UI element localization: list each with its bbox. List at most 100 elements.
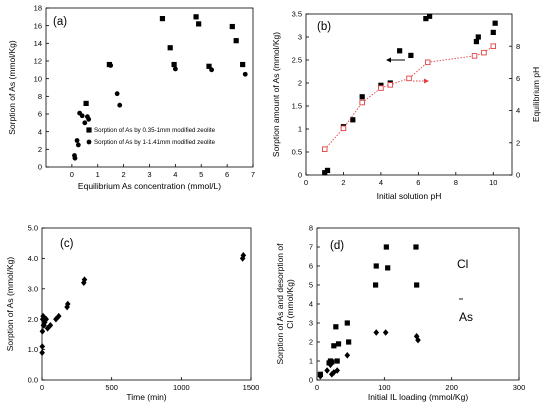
data-point [329,371,335,378]
data-point [406,75,412,82]
data-point [75,142,81,148]
panel-label: (b) [317,21,331,33]
data-point [322,170,328,176]
data-point [334,367,340,374]
data-point [233,38,239,44]
data-point [206,63,212,69]
data-point [490,43,497,49]
y-tick-label: 7 [309,243,313,252]
data-point [167,45,173,51]
data-point [378,82,384,88]
y-tick-label: 4 [38,127,42,136]
y-tick-label: 0 [38,163,42,172]
legend-label: Sorption of As by 1-1.41mm modified zeol… [94,139,216,146]
y-tick-label: 6 [38,110,42,119]
data-point [82,120,88,126]
y-right-tick-label: 0 [516,171,520,180]
data-point [64,303,70,311]
y-axis-label: Sorption of As and desorption ofCl (mmol… [275,243,295,365]
y-tick-label: 1 [309,357,313,366]
x-tick-label: 5 [199,170,203,179]
series-1 [83,14,246,106]
data-point [86,116,92,122]
data-point [346,339,352,345]
series-line [324,45,494,150]
y-right-tick-label: 2 [516,138,520,147]
data-point [378,85,384,91]
panel-label: (c) [60,238,74,250]
x-axis-label: Equilibrium As concentration (mmol/L) [78,181,221,191]
x-tick-label: 10 [489,178,497,187]
data-point [240,61,246,68]
data-point [327,361,334,369]
y-tick-label: 4.0 [28,254,38,263]
data-point [473,39,480,45]
panel-label: (a) [53,16,67,28]
series-2 [317,329,421,380]
data-point [359,94,365,100]
data-point [344,352,351,359]
right-axis-arrowhead [424,78,429,84]
y-tick-label: 0 [298,171,302,180]
data-point [331,343,337,349]
data-point [413,244,419,250]
y-tick-label: 4 [309,300,313,309]
y-axis-label: Sorption amount of As (mmol/Kg) [271,32,281,157]
data-point [423,16,429,22]
x-tick-label: 1500 [243,383,260,392]
y-tick-label: 14 [34,39,42,48]
data-point [64,300,71,308]
x-tick-label: 4 [173,170,177,179]
x-tick-label: 3 [147,170,151,179]
data-point [344,320,350,326]
x-tick-label: 200 [445,383,458,392]
data-point [172,66,178,72]
data-point [229,23,235,30]
data-point [382,329,389,336]
series-1 [322,13,498,176]
x-tick-label: 6 [225,170,229,179]
legend: Sorption of As by 0.35-1mm modified zeol… [86,127,216,146]
data-point [41,318,48,326]
y-tick-label: 2 [38,145,42,154]
series-1 [317,244,420,377]
y-tick-label: 2.5 [292,56,302,65]
data-point [490,29,496,35]
y-tick-label: 8 [309,224,313,233]
data-point [55,312,62,320]
y-tick-label: 10 [34,74,42,83]
y-tick-label: 3 [309,319,313,328]
data-point [414,282,420,288]
legend-marker [86,127,92,133]
data-point [335,341,342,347]
data-point [413,333,420,340]
legend-marker [86,139,92,145]
x-tick-label: 500 [105,383,118,392]
data-point [340,125,347,132]
plot-frame [305,13,513,176]
y-tick-label: 5.0 [28,224,38,233]
data-point [359,99,365,106]
y-right-tick-label: 4 [516,106,520,115]
data-point [43,315,49,323]
x-axis-label: Initial IL loading (mmol/Kg) [368,392,468,402]
x-tick-label: 8 [454,178,458,187]
y-tick-label: 2 [298,79,302,88]
data-point [324,367,330,374]
y-tick-label: 1 [298,125,302,134]
y-tick-label: 1.0 [28,345,38,354]
data-point [53,315,59,323]
data-point [117,102,123,108]
data-point [209,67,215,73]
data-point [329,359,335,365]
data-point [39,343,46,350]
chart-panel-4: 0 100 200 300 0 1 2 3 4 5 6 7 8 Initial IL loading (m… [275,224,525,402]
data-point [196,21,202,27]
y-tick-label: 3.0 [28,284,38,293]
data-point [171,61,177,68]
data-point [79,113,85,119]
y-tick-label: 1.5 [292,102,302,111]
data-point [193,14,199,20]
data-point [159,16,166,22]
data-point [415,336,421,344]
